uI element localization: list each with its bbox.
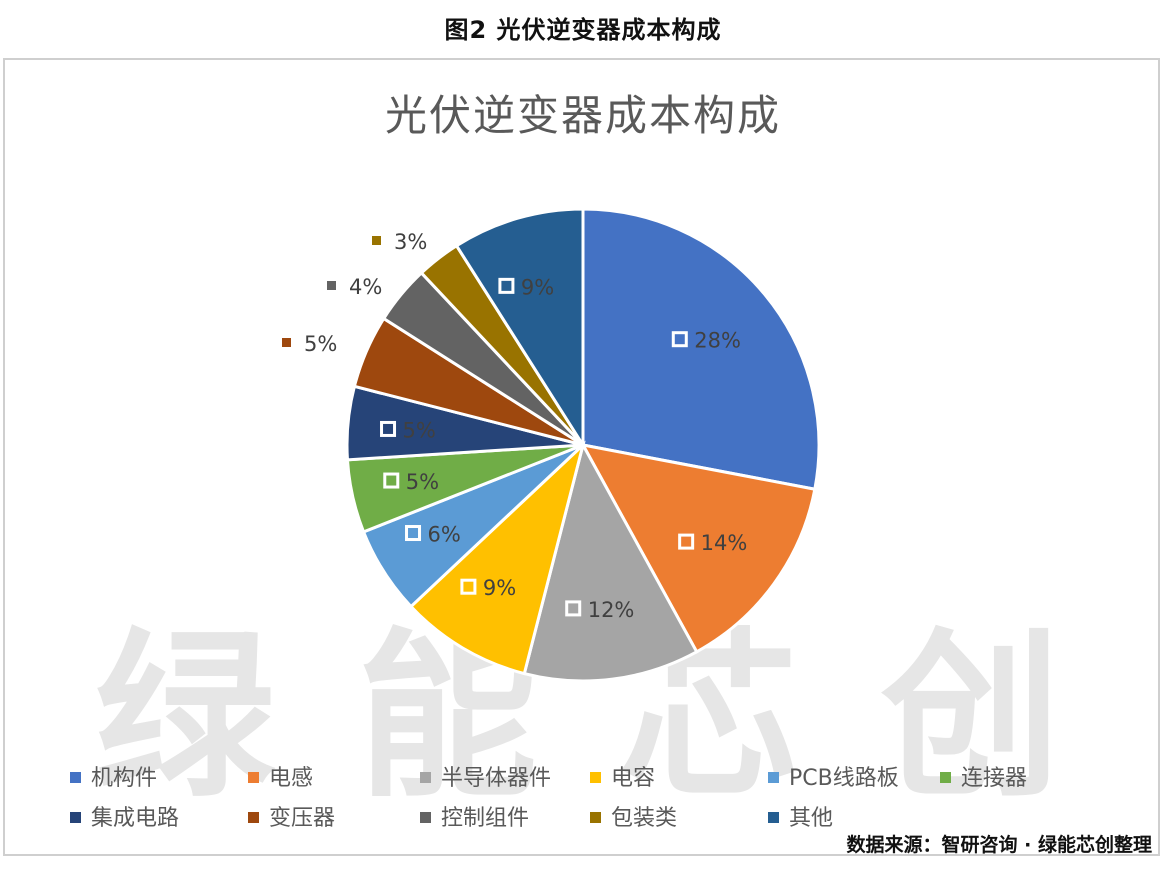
legend-swatch	[70, 811, 81, 823]
slice-value-label: 4%	[349, 275, 382, 299]
legend-item: 半导体器件	[420, 760, 551, 792]
label-marker	[405, 525, 422, 542]
data-label: 5%	[380, 418, 436, 442]
legend-item: PCB线路板	[768, 760, 899, 792]
label-marker	[671, 331, 688, 348]
legend-item: 机构件	[70, 760, 157, 792]
legend-swatch	[70, 771, 81, 783]
legend-label: 集成电路	[91, 806, 180, 831]
legend-label: 变压器	[269, 806, 336, 831]
pie-slice	[581, 207, 821, 491]
label-marker	[565, 600, 582, 617]
legend-item: 变压器	[248, 800, 335, 832]
legend-swatch	[768, 811, 779, 823]
slice-value-label: 5%	[304, 332, 337, 356]
data-label: 4%	[327, 275, 382, 299]
slice-value-label: 6%	[428, 523, 461, 547]
legend-label: 连接器	[961, 766, 1028, 791]
label-marker	[498, 277, 515, 294]
data-label: 28%	[671, 329, 741, 353]
data-label: 9%	[460, 576, 516, 600]
legend-item: 电容	[590, 760, 655, 792]
source-note: 数据来源：智研咨询 · 绿能芯创整理	[846, 834, 1152, 856]
data-label: 14%	[678, 531, 748, 555]
legend-swatch	[420, 771, 431, 783]
data-label: 6%	[405, 523, 461, 547]
pie-slice	[522, 440, 699, 683]
label-marker	[282, 338, 291, 347]
legend-label: PCB线路板	[789, 766, 899, 791]
data-label: 3%	[372, 230, 427, 254]
pie-slice	[454, 207, 585, 451]
pie-slice	[580, 442, 817, 654]
legend-swatch	[248, 771, 259, 783]
legend-swatch	[940, 771, 951, 783]
label-marker	[460, 578, 477, 595]
label-marker	[380, 420, 397, 437]
legend-swatch	[248, 811, 259, 823]
slice-value-label: 5%	[403, 418, 436, 442]
slice-value-label: 9%	[483, 576, 516, 600]
data-label: 9%	[498, 275, 554, 299]
legend-label: 半导体器件	[441, 766, 552, 791]
data-label: 5%	[383, 470, 439, 494]
label-marker	[383, 472, 400, 489]
slice-value-label: 3%	[394, 230, 427, 254]
figure-caption: 图2 光伏逆变器成本构成	[444, 16, 722, 44]
legend-swatch	[768, 771, 779, 783]
slice-value-label: 14%	[701, 531, 748, 555]
data-label: 5%	[282, 332, 337, 356]
legend-swatch	[590, 811, 601, 823]
slice-value-label: 28%	[694, 329, 741, 353]
label-marker	[372, 236, 381, 245]
legend-item: 集成电路	[70, 800, 179, 832]
legend-label: 机构件	[91, 766, 158, 791]
pie-slice	[408, 440, 586, 676]
slice-value-label: 9%	[521, 275, 554, 299]
chart-title: 光伏逆变器成本构成	[384, 91, 781, 140]
legend-item: 电感	[248, 760, 313, 792]
legend-item: 控制组件	[420, 800, 529, 832]
legend-item: 包装类	[590, 800, 677, 832]
slice-value-label: 5%	[406, 470, 439, 494]
legend-label: 控制组件	[441, 806, 530, 831]
legend-label: 电容	[611, 766, 656, 791]
legend-item: 其他	[768, 800, 833, 832]
legend-item: 连接器	[940, 760, 1027, 792]
label-marker	[678, 533, 695, 550]
legend-swatch	[420, 811, 431, 823]
label-marker	[327, 281, 336, 290]
legend-label: 包装类	[611, 806, 678, 831]
legend-label: 电感	[269, 766, 314, 791]
legend-label: 其他	[789, 806, 834, 831]
data-label: 12%	[565, 598, 635, 622]
legend-swatch	[590, 771, 601, 783]
slice-value-label: 12%	[588, 598, 635, 622]
